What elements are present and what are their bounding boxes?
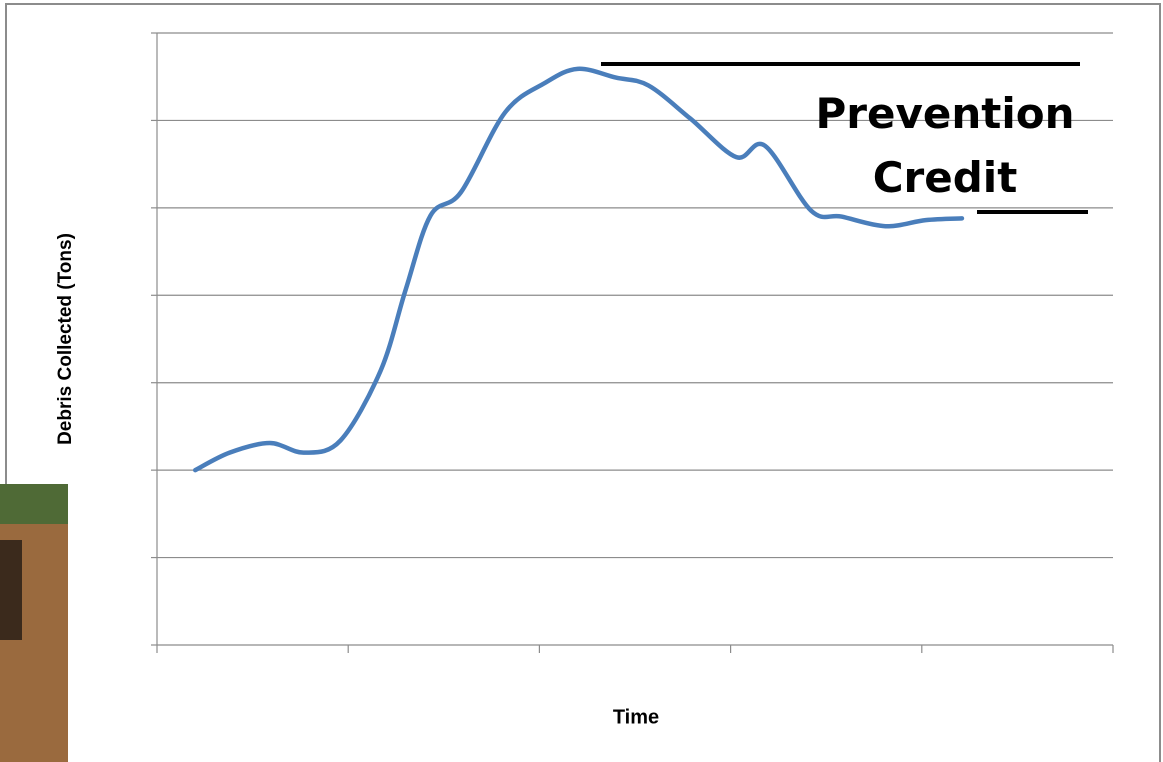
plot: [192, 66, 965, 473]
grid: [151, 32, 1114, 653]
photo-window: [0, 540, 22, 640]
x-axis-label: Time: [613, 706, 659, 728]
y-axis-label: Debris Collected (Tons): [55, 233, 76, 445]
annotation: Prevention Credit: [815, 89, 1075, 202]
photo-foliage: [0, 484, 68, 524]
series-line: [192, 66, 965, 473]
